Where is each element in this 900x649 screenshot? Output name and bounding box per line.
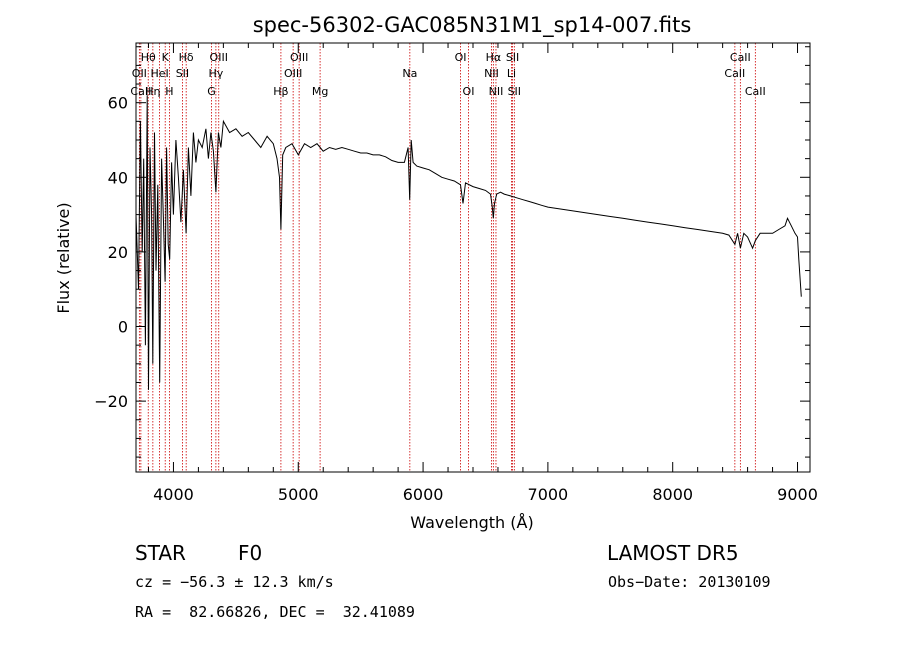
spectral-line-label: OII [132,67,147,80]
spectral-line-label: OI [463,85,475,98]
y-tick-label: 20 [108,243,128,262]
spectral-line-label: OI [455,51,467,64]
x-tick-label: 8000 [652,485,693,504]
spectral-line-label: CaII [745,85,766,98]
spectral-line-label: Hβ [273,85,288,98]
x-tick-label: 9000 [777,485,818,504]
object-class: STAR [135,541,186,565]
spectral-line-label: K [162,51,170,64]
spectral-line-label: Hθ [141,51,156,64]
spectral-line-label: Mg [312,85,328,98]
spectral-line-label: Hα [486,51,502,64]
spectral-line-label: Na [402,67,417,80]
x-tick-label: 5000 [278,485,319,504]
spectral-line-label: HeI [150,67,168,80]
y-tick-label: 40 [108,168,128,187]
spectral-line-label: OIII [284,67,302,80]
spectrum-series-line [135,95,802,390]
y-axis-label: Flux (relative) [54,202,73,313]
spectral-line-label: Hη [145,85,160,98]
x-tick-label: 4000 [153,485,194,504]
spectral-line-label: OIII [290,51,308,64]
spectral-line-label: Li [507,67,516,80]
spectral-line-label: CaII [724,67,745,80]
plot-frame [135,42,811,473]
spectral-line-label: NII [484,67,499,80]
y-tick-label: 60 [108,94,128,113]
spectral-line-label: Hδ [179,51,194,64]
y-tick-label: 0 [118,318,128,337]
spectral-line-markers [138,43,756,472]
spectral-line-label: OIII [210,51,228,64]
spectral-line-label: SII [176,67,189,80]
spectral-line-label: SII [506,51,519,64]
x-axis-ticks: 4000 5000 6000 7000 8000 9000 [147,43,818,504]
x-tick-label: 7000 [528,485,569,504]
x-tick-label: 6000 [403,485,444,504]
chart-title: spec-56302-GAC085N31M1_sp14-007.fits [253,13,692,38]
spectral-line-label: NII [489,85,504,98]
coordinates: RA = 82.66826, DEC = 32.41089 [135,603,415,621]
spectral-line-label: H [165,85,173,98]
obs-date: Obs−Date: 20130109 [608,573,771,591]
spectral-line-label: G [207,85,216,98]
velocity-readout: cz = −56.3 ± 12.3 km/s [135,573,334,591]
y-axis-ticks: −20 0 20 40 60 [94,46,810,458]
spectral-line-labels: HθOIICaIIHηHeIKHSIIHδGHγOIIIHβOIIIOIIIMg… [130,51,765,98]
spectral-line-label: SII [508,85,521,98]
x-axis-label: Wavelength (Å) [410,513,533,532]
object-subclass: F0 [238,541,263,565]
spectral-line-label: CaII [730,51,751,64]
spectral-line-label: Hγ [208,67,223,80]
y-tick-label: −20 [94,392,128,411]
survey-name: LAMOST DR5 [607,541,739,565]
